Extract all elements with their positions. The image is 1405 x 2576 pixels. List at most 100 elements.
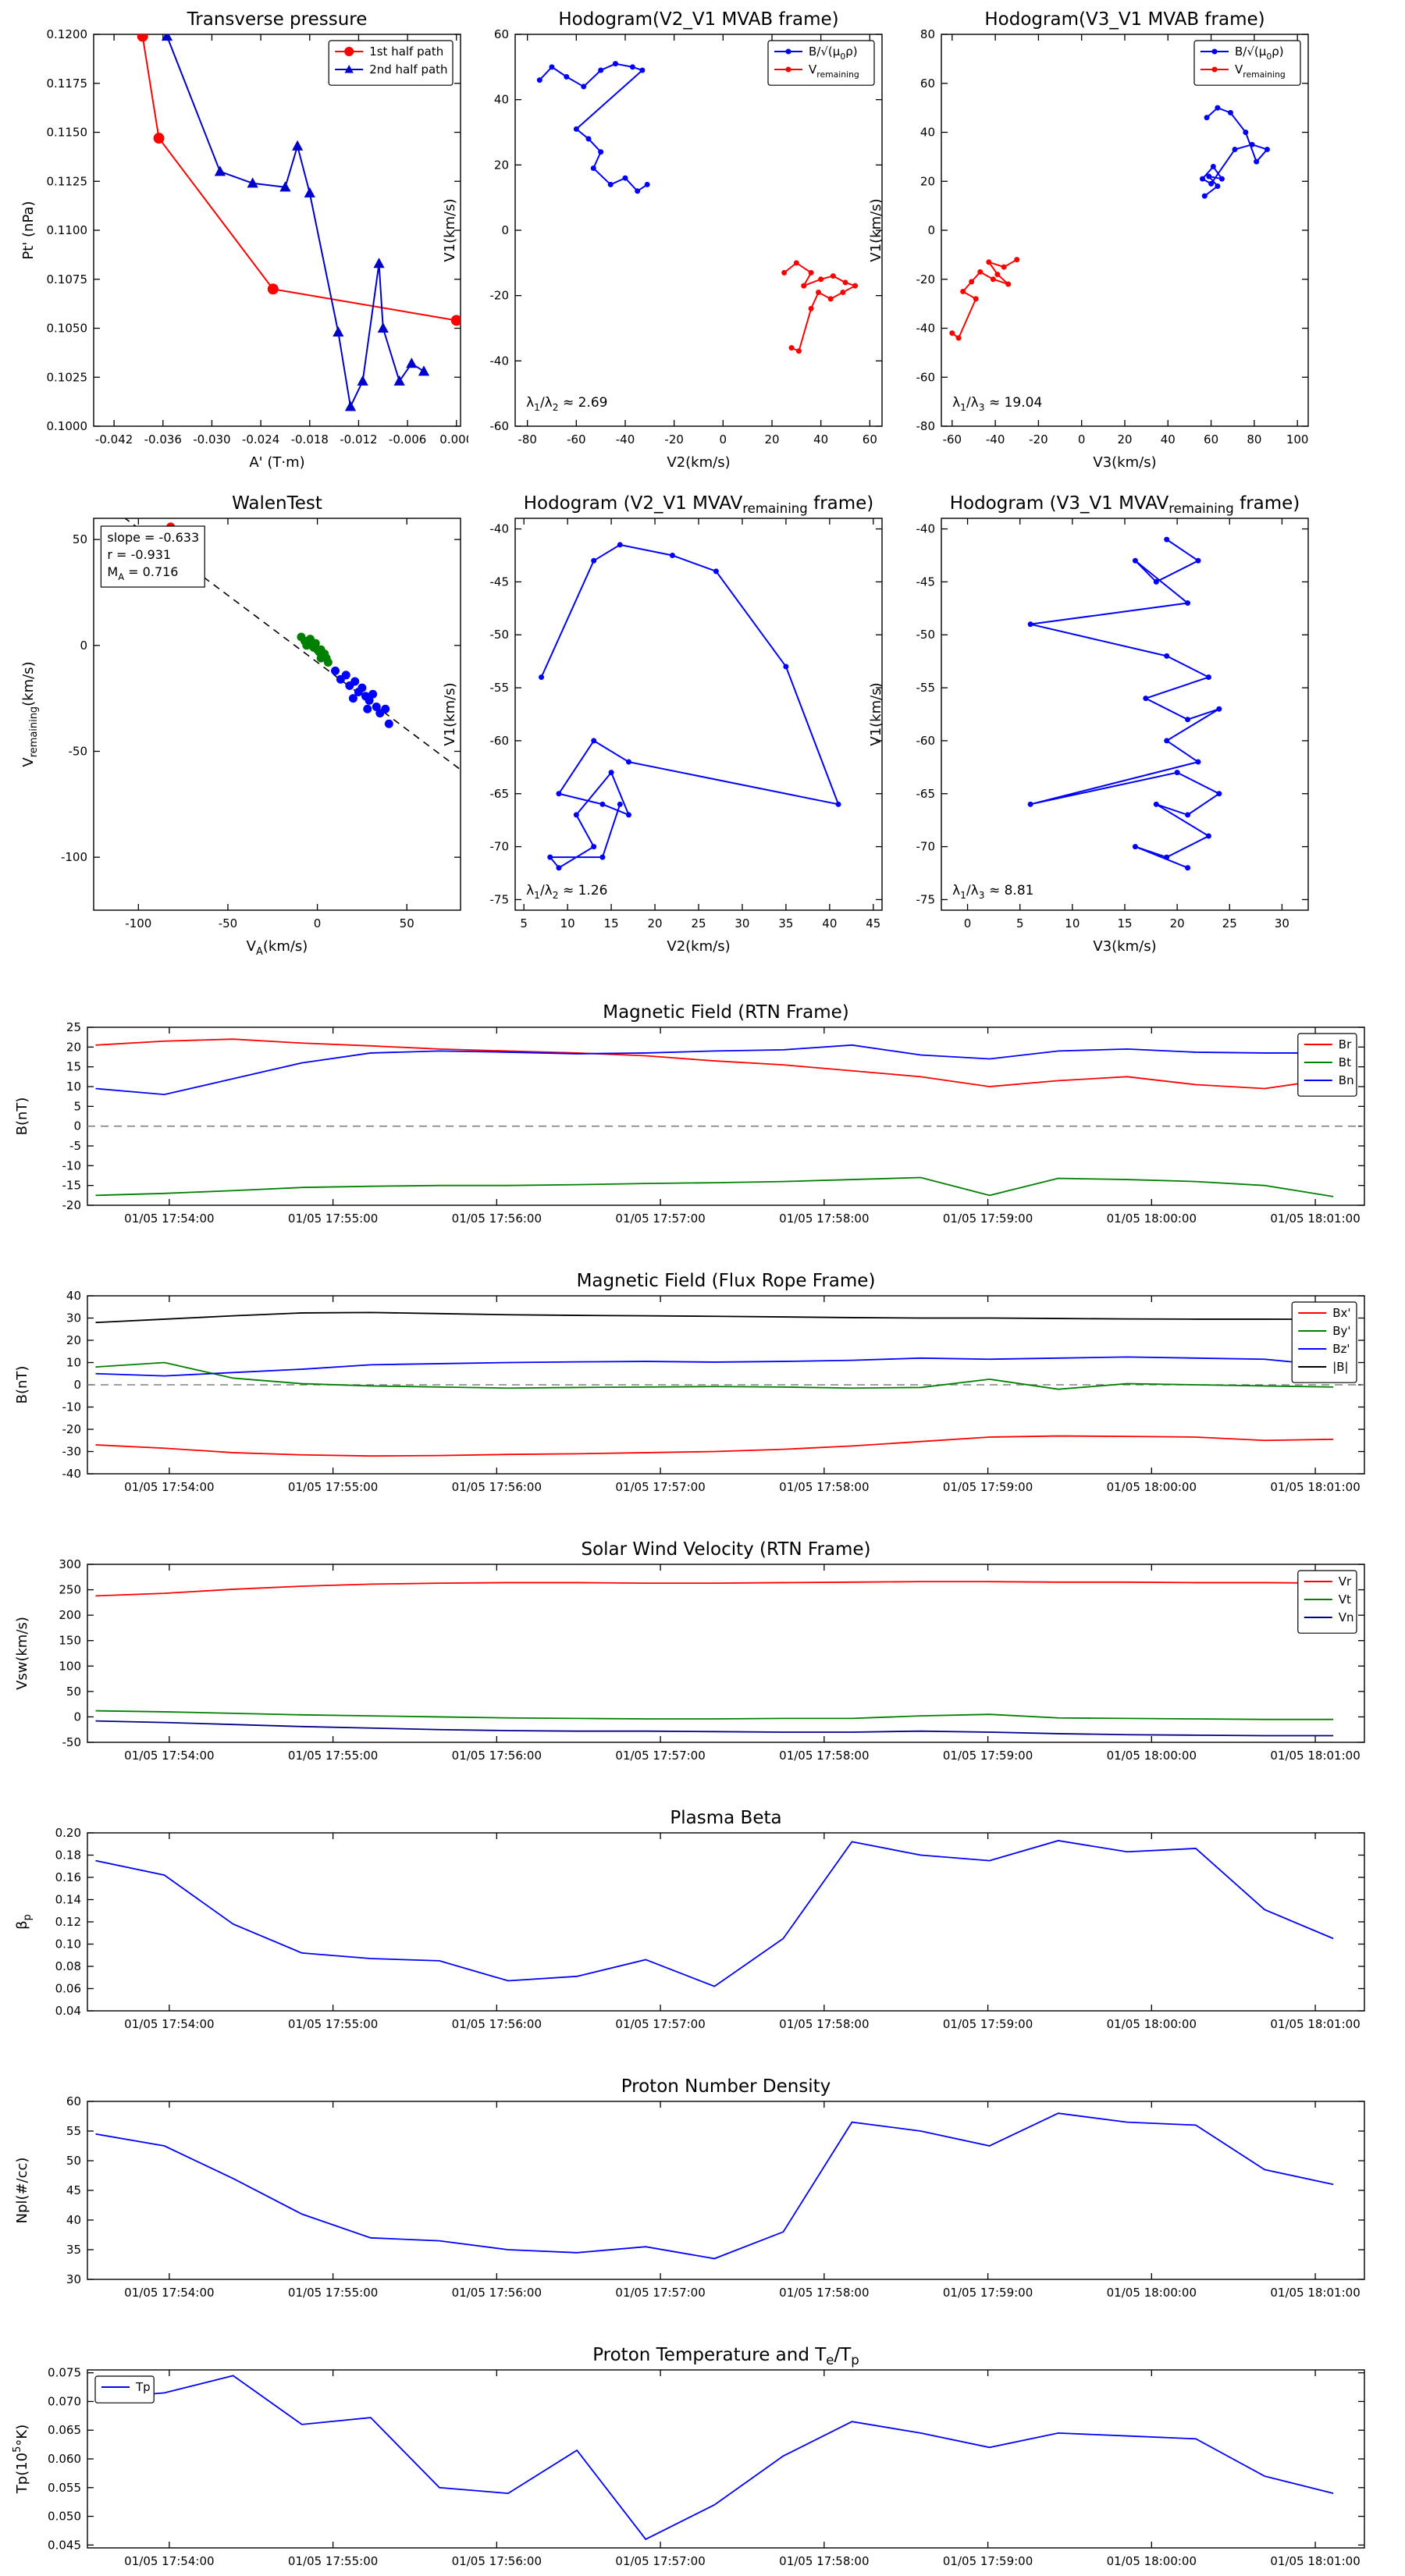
svg-text:300: 300 bbox=[59, 1557, 81, 1571]
svg-text:01/05 17:57:00: 01/05 17:57:00 bbox=[615, 1480, 705, 1494]
svg-text:15: 15 bbox=[604, 916, 619, 930]
svg-text:20: 20 bbox=[66, 1333, 81, 1347]
svg-text:10: 10 bbox=[66, 1356, 81, 1370]
svg-text:V3(km/s): V3(km/s) bbox=[1093, 938, 1156, 955]
svg-text:0: 0 bbox=[73, 1710, 81, 1724]
svg-text:0: 0 bbox=[501, 223, 509, 237]
svg-text:|B|: |B| bbox=[1332, 1360, 1348, 1374]
svg-text:5: 5 bbox=[1016, 916, 1024, 930]
svg-text:01/05 17:56:00: 01/05 17:56:00 bbox=[452, 2554, 542, 2568]
svg-text:slope = -0.633: slope = -0.633 bbox=[107, 530, 199, 545]
svg-text:Bx': Bx' bbox=[1332, 1306, 1350, 1320]
svg-text:Br: Br bbox=[1339, 1037, 1352, 1051]
svg-text:Hodogram(V2_V1 MVAB frame): Hodogram(V2_V1 MVAB frame) bbox=[558, 9, 838, 30]
svg-text:-50: -50 bbox=[69, 744, 88, 758]
svg-text:30: 30 bbox=[66, 2272, 81, 2286]
svg-text:V1(km/s): V1(km/s) bbox=[442, 198, 458, 262]
svg-text:0.1050: 0.1050 bbox=[47, 322, 88, 336]
svg-text:40: 40 bbox=[66, 2213, 81, 2227]
svg-text:01/05 17:55:00: 01/05 17:55:00 bbox=[288, 2286, 378, 2300]
svg-text:Hodogram (V3_V1 MVAVremaining: Hodogram (V3_V1 MVAVremaining frame) bbox=[950, 493, 1300, 516]
svg-text:-60: -60 bbox=[943, 432, 962, 447]
svg-text:01/05 18:01:00: 01/05 18:01:00 bbox=[1270, 2554, 1360, 2568]
hodogram-v3v1-mvav-panel: 0 5 10 15 20 25 30 -75 -70 -65 -60 -55 -50 -45 -40 Hodo… bbox=[848, 489, 1316, 971]
svg-text:20: 20 bbox=[494, 158, 509, 172]
solar-wind-velocity-panel: 01/05 17:54:00 01/05 17:55:00 01/05 17:56:… bbox=[0, 1533, 1405, 1781]
svg-text:0.1200: 0.1200 bbox=[47, 27, 88, 41]
svg-text:Hodogram (V2_V1 MVAVremaining: Hodogram (V2_V1 MVAVremaining frame) bbox=[524, 493, 874, 516]
svg-text:55: 55 bbox=[66, 2124, 81, 2138]
svg-text:40: 40 bbox=[66, 1289, 81, 1303]
svg-text:10: 10 bbox=[1065, 916, 1080, 930]
svg-text:50: 50 bbox=[400, 916, 414, 930]
svg-text:50: 50 bbox=[66, 2154, 81, 2168]
svg-text:100: 100 bbox=[1286, 432, 1309, 447]
svg-text:35: 35 bbox=[778, 916, 793, 930]
svg-text:40: 40 bbox=[1161, 432, 1176, 447]
svg-text:0.12: 0.12 bbox=[55, 1915, 81, 1929]
svg-text:0.14: 0.14 bbox=[55, 1893, 81, 1907]
svg-text:-20: -20 bbox=[62, 1198, 82, 1212]
svg-text:βp: βp bbox=[14, 1914, 34, 1930]
svg-text:Npl(#/cc): Npl(#/cc) bbox=[14, 2158, 30, 2224]
svg-text:0.10: 0.10 bbox=[55, 1937, 81, 1952]
svg-text:-80: -80 bbox=[916, 419, 936, 433]
svg-text:r = -0.931: r = -0.931 bbox=[107, 547, 171, 562]
svg-text:λ1/λ3 ≈ 8.81: λ1/λ3 ≈ 8.81 bbox=[952, 883, 1033, 901]
svg-text:B/√(μ0ρ): B/√(μ0ρ) bbox=[809, 44, 858, 62]
svg-text:Pt' (nPa): Pt' (nPa) bbox=[20, 201, 37, 259]
walen-test-panel: -100 -50 0 50 -100 -50 0 50 WalenTest VA(km/s) Vre… bbox=[0, 489, 468, 971]
svg-text:80: 80 bbox=[920, 27, 935, 41]
svg-text:Magnetic Field (RTN Frame): Magnetic Field (RTN Frame) bbox=[603, 1002, 849, 1023]
svg-text:V2(km/s): V2(km/s) bbox=[667, 454, 730, 471]
svg-text:60: 60 bbox=[1204, 432, 1218, 447]
svg-text:-40: -40 bbox=[616, 432, 635, 447]
svg-text:-100: -100 bbox=[61, 850, 87, 864]
svg-text:0.000: 0.000 bbox=[439, 432, 468, 447]
hodogram-v3v1-mvab-panel: -60 -40 -20 0 20 40 60 80 100 -80 -60 -40 -20 0 20 40 60… bbox=[848, 5, 1316, 482]
svg-text:-15: -15 bbox=[62, 1179, 82, 1193]
svg-text:0.18: 0.18 bbox=[55, 1848, 81, 1863]
svg-text:-60: -60 bbox=[916, 734, 936, 748]
svg-text:0.1100: 0.1100 bbox=[47, 223, 88, 237]
svg-text:-0.030: -0.030 bbox=[193, 432, 230, 447]
svg-text:-40: -40 bbox=[916, 522, 936, 536]
svg-text:V1(km/s): V1(km/s) bbox=[868, 682, 884, 745]
svg-text:Hodogram(V3_V1 MVAB frame): Hodogram(V3_V1 MVAB frame) bbox=[984, 9, 1264, 30]
svg-text:0.1075: 0.1075 bbox=[47, 272, 88, 286]
svg-text:40: 40 bbox=[822, 916, 837, 930]
svg-text:01/05 17:58:00: 01/05 17:58:00 bbox=[779, 1212, 869, 1226]
svg-text:-0.024: -0.024 bbox=[242, 432, 279, 447]
svg-text:0.075: 0.075 bbox=[48, 2366, 81, 2380]
svg-text:Solar Wind Velocity (RTN Frame: Solar Wind Velocity (RTN Frame) bbox=[581, 1539, 870, 1560]
svg-text:-60: -60 bbox=[916, 370, 936, 384]
svg-text:01/05 17:58:00: 01/05 17:58:00 bbox=[779, 2286, 869, 2300]
svg-text:-75: -75 bbox=[916, 892, 936, 906]
svg-text:0: 0 bbox=[1078, 432, 1086, 447]
svg-text:200: 200 bbox=[59, 1608, 81, 1622]
svg-text:25: 25 bbox=[1222, 916, 1237, 930]
svg-text:01/05 17:55:00: 01/05 17:55:00 bbox=[288, 1480, 378, 1494]
svg-text:01/05 17:58:00: 01/05 17:58:00 bbox=[779, 1749, 869, 1763]
svg-text:-0.018: -0.018 bbox=[291, 432, 329, 447]
svg-text:5: 5 bbox=[520, 916, 528, 930]
svg-text:01/05 17:54:00: 01/05 17:54:00 bbox=[124, 1212, 214, 1226]
svg-text:-50: -50 bbox=[219, 916, 238, 930]
svg-text:By': By' bbox=[1332, 1324, 1350, 1338]
svg-text:-0.012: -0.012 bbox=[340, 432, 377, 447]
svg-text:01/05 17:56:00: 01/05 17:56:00 bbox=[452, 1480, 542, 1494]
svg-text:01/05 17:57:00: 01/05 17:57:00 bbox=[615, 2017, 705, 2031]
svg-text:-20: -20 bbox=[62, 1422, 82, 1436]
svg-text:01/05 18:01:00: 01/05 18:01:00 bbox=[1270, 1212, 1360, 1226]
svg-text:-20: -20 bbox=[916, 272, 936, 286]
svg-text:0: 0 bbox=[314, 916, 322, 930]
svg-text:01/05 17:55:00: 01/05 17:55:00 bbox=[288, 2017, 378, 2031]
svg-text:Vr: Vr bbox=[1339, 1574, 1352, 1589]
svg-text:Bt: Bt bbox=[1339, 1055, 1351, 1069]
svg-text:01/05 17:56:00: 01/05 17:56:00 bbox=[452, 2286, 542, 2300]
svg-text:-70: -70 bbox=[916, 840, 936, 854]
svg-text:150: 150 bbox=[59, 1634, 81, 1648]
svg-text:Tp: Tp bbox=[135, 2380, 151, 2394]
svg-text:-40: -40 bbox=[916, 322, 936, 336]
